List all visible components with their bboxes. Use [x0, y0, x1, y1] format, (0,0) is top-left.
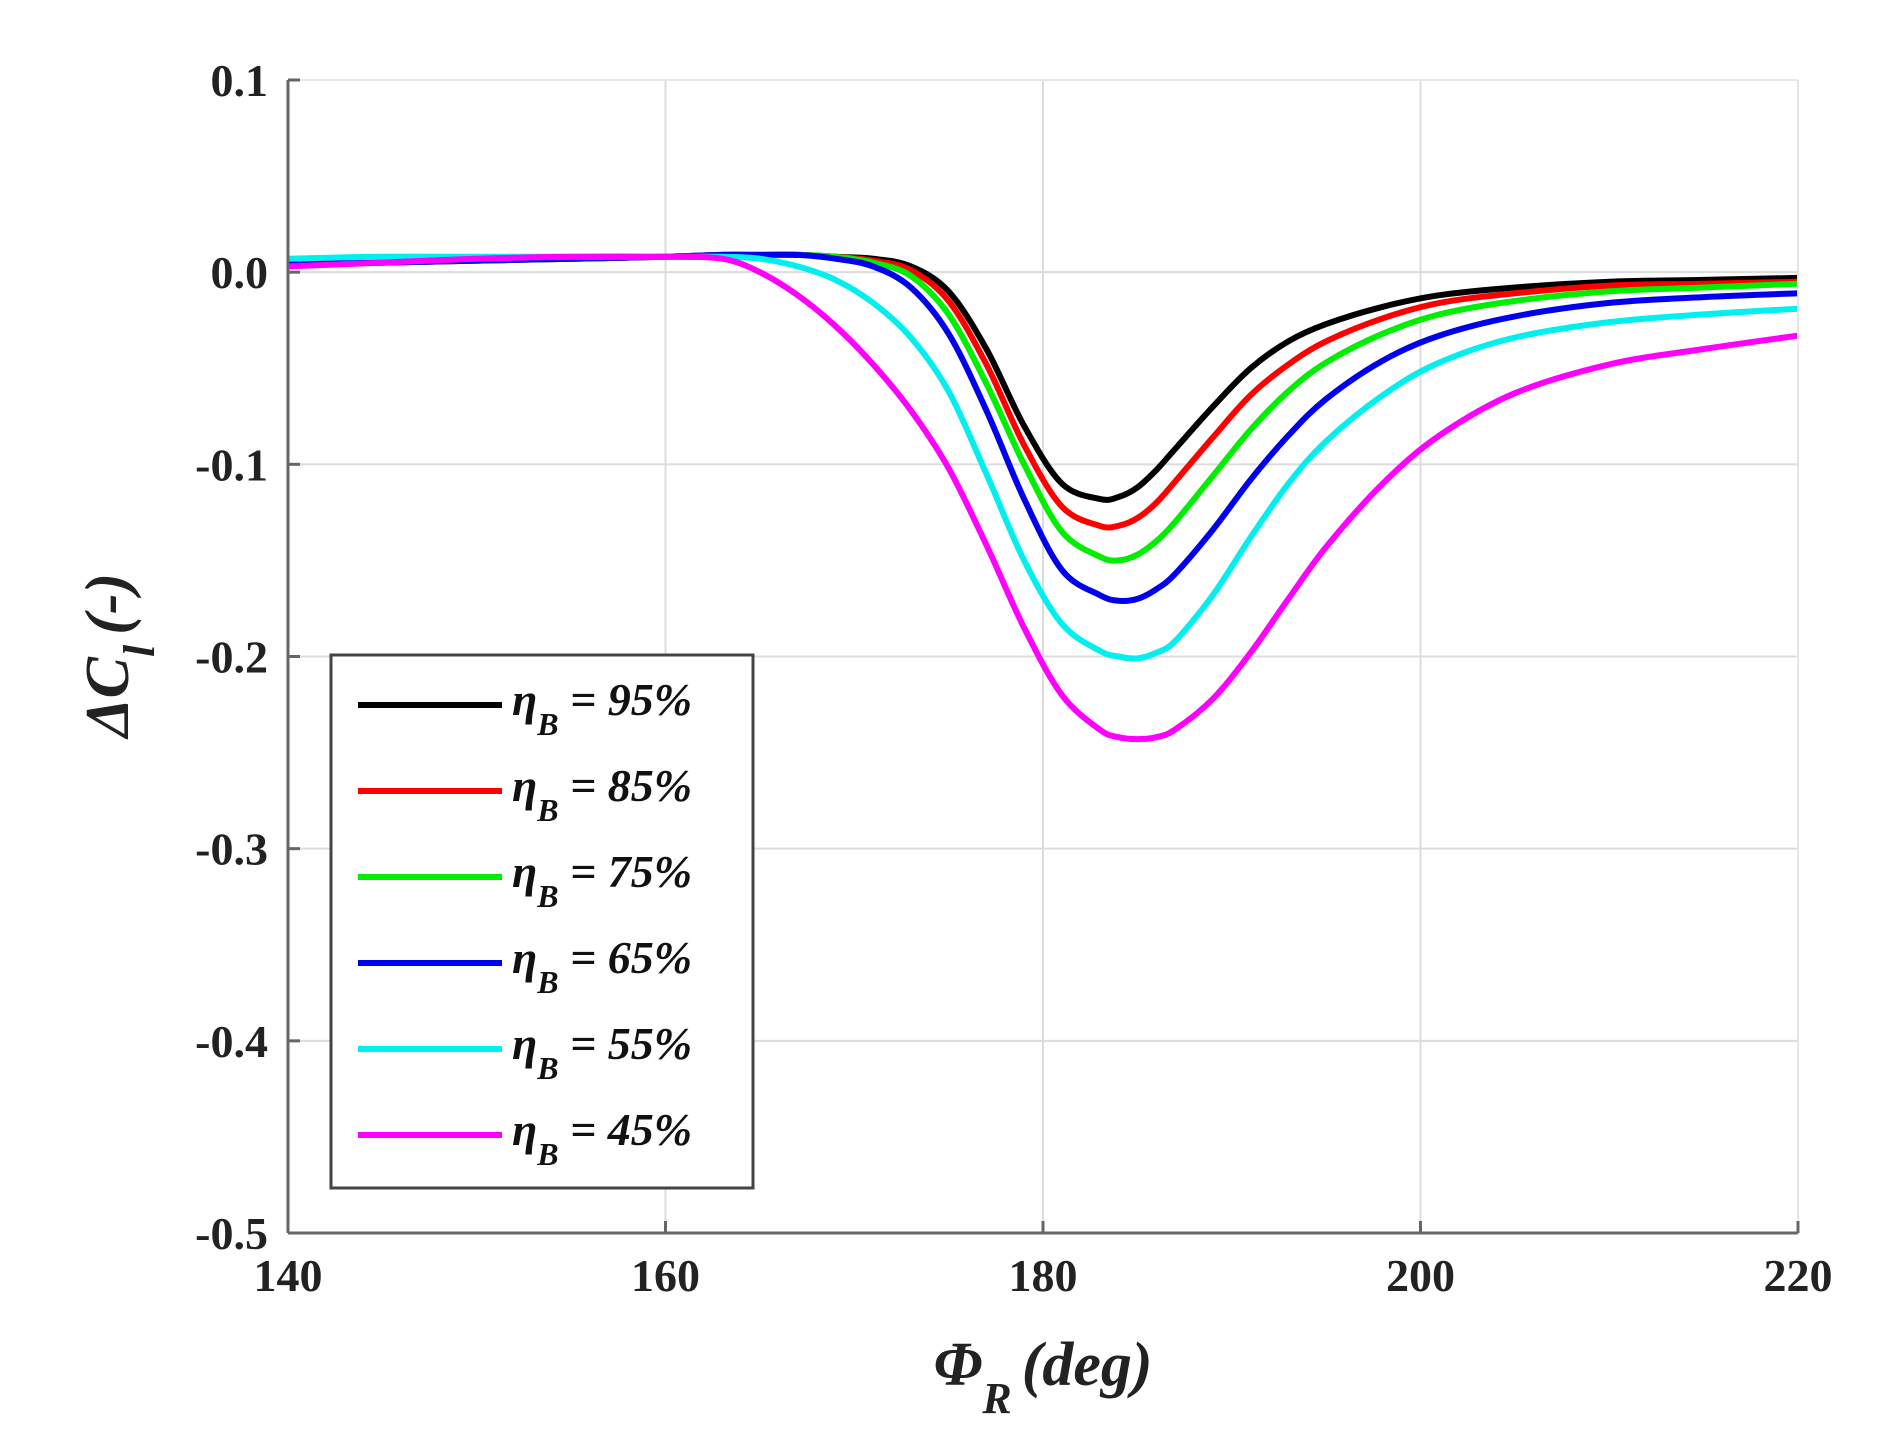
series-group [287, 251, 1799, 743]
legend-label-0: ηB = 95% [512, 674, 692, 742]
legend-label-3: ηB = 65% [512, 932, 692, 1000]
legend-subscript: B [536, 878, 558, 914]
legend-subscript: B [536, 1136, 558, 1172]
x-axis-symbol: Φ [933, 1331, 982, 1399]
legend-box [329, 653, 755, 1190]
y-tick-label: 0.1 [211, 55, 269, 106]
legend-value: = 85% [559, 760, 693, 811]
y-tick-label: -0.5 [195, 1208, 268, 1259]
legend: ηB = 95%ηB = 85%ηB = 75%ηB = 65%ηB = 55%… [329, 653, 755, 1190]
axes [286, 78, 1800, 1235]
legend-symbol: η [512, 674, 537, 725]
y-tick-label: -0.3 [195, 824, 268, 875]
x-axis-label: ΦR (deg) [933, 1331, 1152, 1423]
y-axis-label: ΔCl (-) [74, 573, 164, 740]
x-tick-label: 200 [1386, 1250, 1455, 1301]
legend-symbol: η [512, 1018, 537, 1069]
legend-subscript: B [536, 706, 558, 742]
y-tick-label: 0.0 [211, 247, 269, 298]
legend-value: = 75% [559, 846, 693, 897]
series-line-5 [287, 253, 1799, 743]
legend-label-2: ηB = 75% [512, 846, 692, 914]
legend-label-1: ηB = 85% [512, 760, 692, 828]
legend-value: = 55% [559, 1018, 693, 1069]
y-tick-label: -0.1 [195, 439, 268, 490]
legend-subscript: B [536, 1050, 558, 1086]
x-tick-label: 160 [631, 1250, 700, 1301]
x-tick-label: 220 [1764, 1250, 1833, 1301]
legend-value: = 45% [559, 1104, 693, 1155]
x-tick-label: 140 [254, 1250, 323, 1301]
x-axis-subscript: R [981, 1374, 1011, 1423]
y-axis-subscript: l [115, 644, 164, 657]
x-axis-unit: (deg) [1022, 1331, 1153, 1399]
legend-symbol: η [512, 846, 537, 897]
y-tick-label: -0.4 [195, 1016, 268, 1067]
legend-symbol: η [512, 1104, 537, 1155]
y-axis-symbol: ΔC [74, 656, 142, 740]
legend-label-4: ηB = 55% [512, 1018, 692, 1086]
legend-label-5: ηB = 45% [512, 1104, 692, 1172]
legend-value: = 65% [559, 932, 693, 983]
legend-symbol: η [512, 760, 537, 811]
legend-value: = 95% [559, 674, 693, 725]
legend-symbol: η [512, 932, 537, 983]
legend-subscript: B [536, 964, 558, 1000]
y-axis-unit: (-) [74, 573, 142, 635]
y-tick-label: -0.2 [195, 632, 268, 683]
legend-subscript: B [536, 792, 558, 828]
tick-labels: 140 160 180 200 220 0.1 0.0 -0.1 -0.2 -0.3 -0.4 -0.… [195, 55, 1832, 1301]
x-tick-label: 180 [1009, 1250, 1078, 1301]
